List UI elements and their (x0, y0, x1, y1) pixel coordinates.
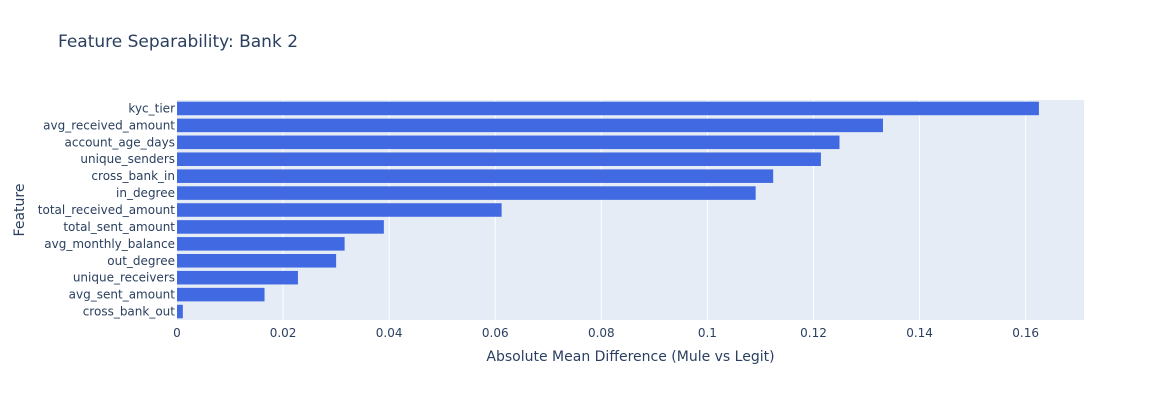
bar-kyc-tier[interactable] (177, 101, 1039, 116)
bar-account-age-days[interactable] (177, 135, 840, 150)
x-tick-label: 0.04 (376, 326, 403, 340)
bar-total-received-amount[interactable] (177, 203, 502, 217)
x-tick-label: 0.06 (482, 326, 509, 340)
bars (177, 101, 1039, 319)
bar-cross-bank-out[interactable] (177, 304, 183, 319)
y-tick-label: unique_receivers (73, 271, 175, 285)
y-tick-label: avg_sent_amount (69, 288, 176, 302)
bar-total-sent-amount[interactable] (177, 220, 384, 234)
y-tick-label: unique_senders (80, 152, 175, 166)
x-tick-label: 0.02 (270, 326, 297, 340)
y-tick-label: cross_bank_out (83, 305, 176, 319)
bar-in-degree[interactable] (177, 186, 756, 200)
x-axis-title: Absolute Mean Difference (Mule vs Legit) (486, 349, 774, 365)
y-axis-title: Feature (12, 184, 28, 237)
x-tick-label: 0.08 (588, 326, 615, 340)
y-tick-label: in_degree (116, 186, 175, 200)
x-tick-label: 0.14 (906, 326, 933, 340)
y-tick-label: total_received_amount (38, 203, 176, 217)
x-tick-label: 0.12 (800, 326, 827, 340)
y-tick-label: out_degree (107, 254, 175, 268)
y-tick-labels: kyc_tier avg_received_amount account_age_d… (38, 101, 176, 318)
bar-avg-sent-amount[interactable] (177, 287, 265, 302)
y-tick-label: kyc_tier (128, 101, 175, 115)
bar-avg-monthly-balance[interactable] (177, 237, 345, 251)
bar-avg-received-amount[interactable] (177, 118, 883, 133)
y-tick-label: avg_monthly_balance (44, 237, 175, 251)
x-tick-label: 0.1 (698, 326, 717, 340)
x-tick-label: 0 (173, 326, 181, 340)
x-tick-label: 0.16 (1012, 326, 1039, 340)
bar-out-degree[interactable] (177, 254, 337, 268)
y-tick-label: cross_bank_in (91, 169, 175, 183)
y-tick-label: avg_received_amount (43, 118, 175, 132)
y-tick-label: total_sent_amount (63, 220, 175, 234)
x-tick-labels: 0 0.02 0.04 0.06 0.08 0.1 0.12 0.14 0.16 (173, 326, 1039, 340)
bar-unique-senders[interactable] (177, 152, 821, 166)
bar-unique-receivers[interactable] (177, 270, 298, 285)
bar-cross-bank-in[interactable] (177, 169, 774, 183)
y-tick-label: account_age_days (65, 135, 175, 149)
chart-title: Feature Separability: Bank 2 (58, 32, 299, 52)
